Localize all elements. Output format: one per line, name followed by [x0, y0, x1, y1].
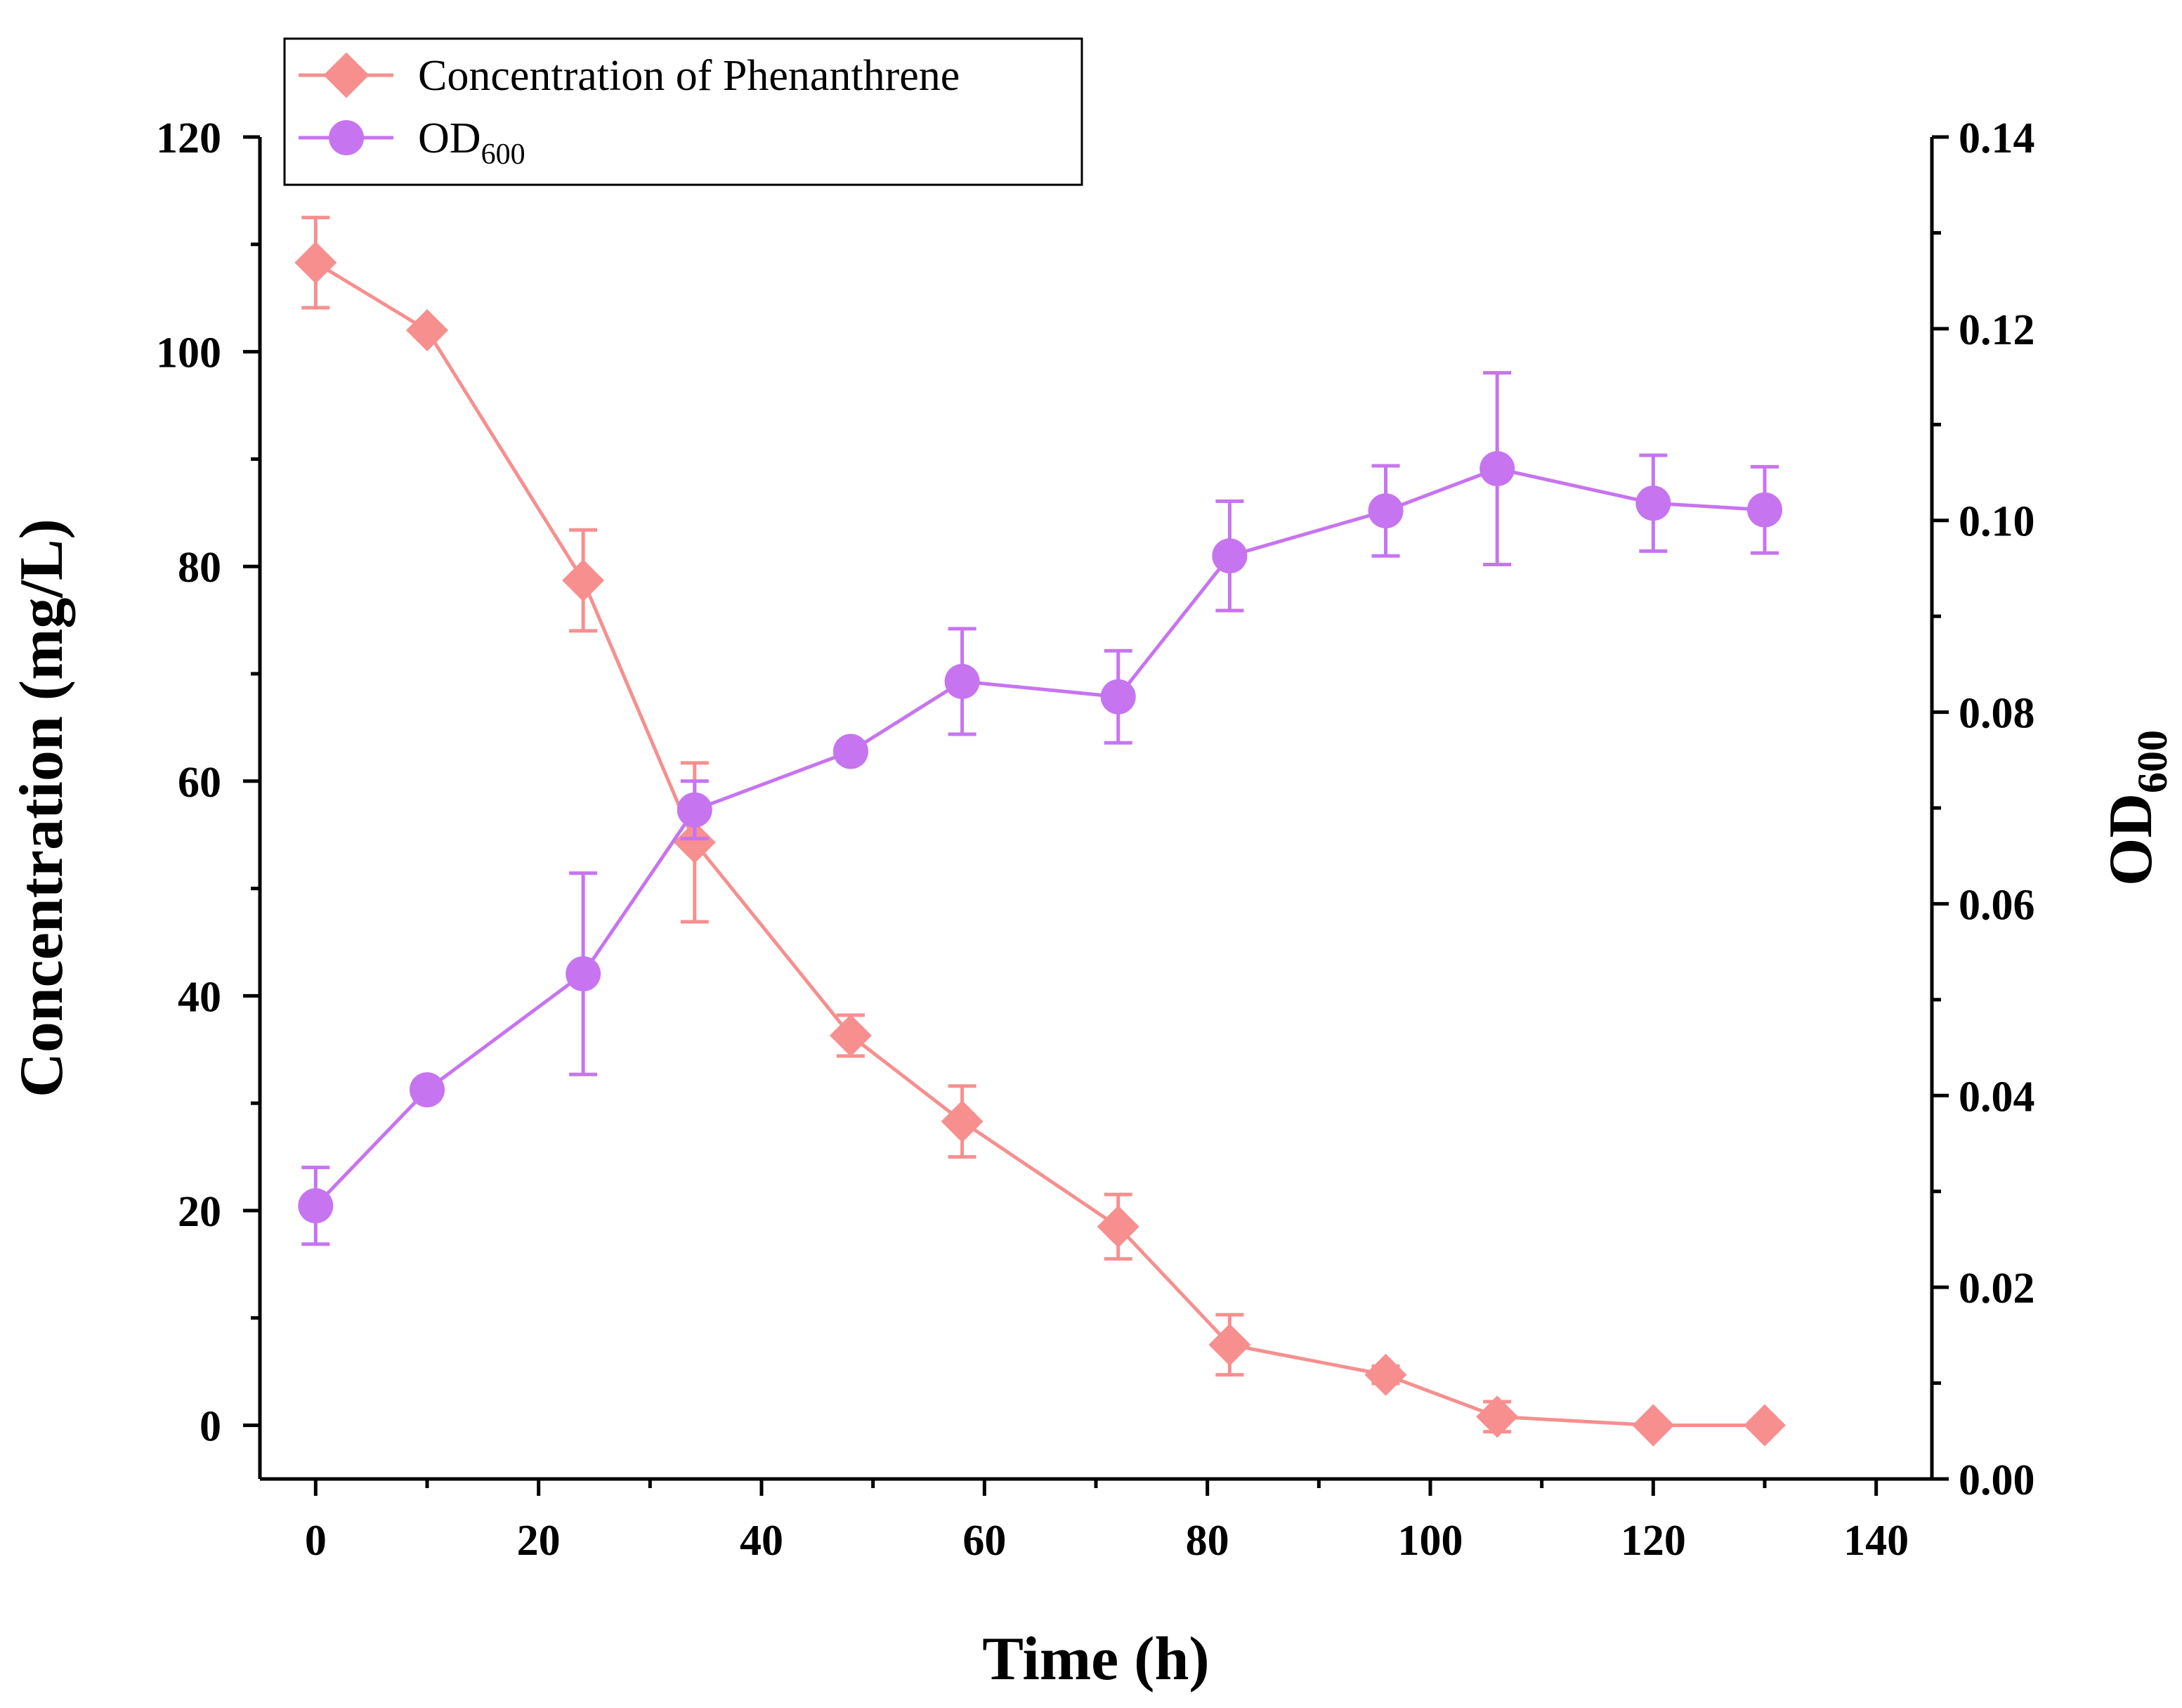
- left-y-tick-label: 60: [178, 759, 221, 807]
- data-point-od600: [566, 956, 601, 992]
- right-y-tick-label: 0.00: [1959, 1456, 2035, 1504]
- left-y-tick-label: 40: [178, 973, 221, 1021]
- data-point-phenanthrene: [1364, 1353, 1407, 1396]
- data-point-phenanthrene: [673, 821, 716, 863]
- series-phenanthrene: [294, 216, 1786, 1447]
- left-y-tick-label: 100: [156, 330, 221, 377]
- x-tick-label: 40: [740, 1517, 783, 1565]
- left-y-axis-title: Concentration (mg/L): [8, 519, 76, 1097]
- right-y-tick-label: 0.14: [1959, 115, 2035, 162]
- series-od600: [298, 371, 1782, 1246]
- ticks: 0 20 40 60 80 100 120 140 0 20 40 60 80 100 120 0.00 0.0…: [156, 115, 2035, 1565]
- data-point-phenanthrene: [294, 241, 337, 284]
- data-point-phenanthrene: [1208, 1324, 1251, 1366]
- series-line-phenanthrene: [315, 261, 1765, 1428]
- left-y-tick-label: 80: [178, 544, 221, 592]
- right-y-axis-title-subscript: 600: [2129, 730, 2176, 793]
- data-point-phenanthrene: [1632, 1404, 1675, 1447]
- data-point-od600: [1100, 679, 1136, 715]
- right-y-tick-label: 0.08: [1959, 690, 2035, 738]
- legend-label-od600-subscript: 600: [481, 138, 525, 171]
- data-point-od600: [1368, 493, 1404, 529]
- left-y-tick-label: 120: [156, 115, 221, 162]
- x-tick-label: 80: [1186, 1517, 1229, 1565]
- left-y-tick-label: 20: [178, 1188, 221, 1236]
- x-tick-label: 100: [1398, 1517, 1463, 1565]
- series-line-od600: [314, 467, 1765, 1207]
- data-point-od600: [832, 734, 868, 769]
- data-point-od600: [1747, 492, 1782, 528]
- data-point-phenanthrene: [406, 309, 448, 352]
- x-tick-label: 60: [962, 1517, 1006, 1565]
- data-point-od600: [1635, 485, 1671, 521]
- right-y-axis-title: OD600: [2097, 730, 2176, 886]
- data-point-phenanthrene: [1476, 1395, 1519, 1438]
- right-y-tick-label: 0.04: [1959, 1073, 2035, 1121]
- data-point-od600: [944, 663, 980, 699]
- axes: [258, 137, 1934, 1481]
- right-y-axis-title-base: OD: [2097, 793, 2165, 886]
- data-point-od600: [1212, 538, 1248, 574]
- data-point-od600: [410, 1072, 445, 1108]
- legend-marker-phenanthrene: [323, 52, 370, 98]
- series: [294, 216, 1786, 1447]
- legend-label-od600: OD600: [418, 115, 525, 171]
- right-y-tick-label: 0.06: [1959, 881, 2035, 929]
- data-point-od600: [298, 1188, 334, 1224]
- right-y-tick-label: 0.02: [1959, 1265, 2035, 1312]
- data-point-phenanthrene: [562, 559, 605, 602]
- x-axis-title: Time (h): [982, 1625, 1209, 1693]
- right-y-tick-label: 0.10: [1959, 498, 2035, 546]
- left-y-tick-label: 0: [200, 1403, 221, 1451]
- x-tick-label: 140: [1843, 1517, 1909, 1565]
- data-point-phenanthrene: [1097, 1205, 1139, 1248]
- legend-box: [283, 37, 1083, 186]
- data-point-phenanthrene: [829, 1014, 872, 1057]
- legend-label-phenanthrene: Concentration of Phenanthrene: [418, 52, 960, 100]
- data-point-phenanthrene: [941, 1100, 984, 1143]
- x-tick-label: 120: [1621, 1517, 1686, 1565]
- plot-frame: [260, 137, 1932, 1479]
- data-point-phenanthrene: [1744, 1404, 1786, 1447]
- data-point-od600: [1479, 451, 1515, 487]
- legend: Concentration of Phenanthrene OD600: [283, 37, 1083, 186]
- x-tick-label: 20: [517, 1517, 561, 1565]
- right-y-tick-label: 0.12: [1959, 306, 2035, 354]
- legend-marker-od600: [329, 120, 364, 155]
- data-point-od600: [677, 792, 712, 828]
- legend-label-od600-base: OD: [418, 115, 481, 162]
- x-tick-label: 0: [305, 1517, 327, 1565]
